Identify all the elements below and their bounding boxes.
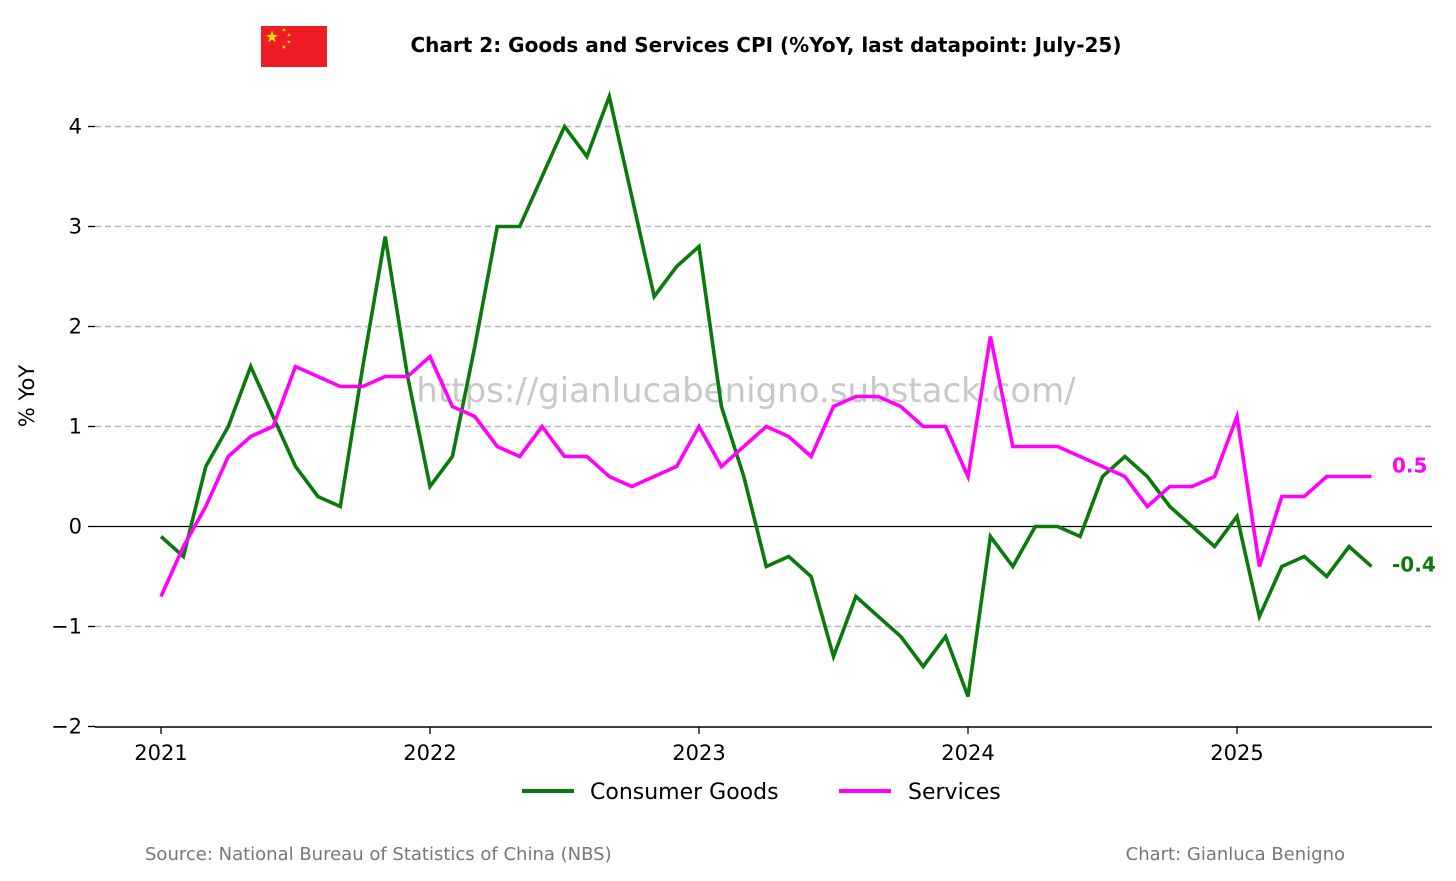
watermark: https://gianlucabenigno.substack.com/: [416, 371, 1076, 411]
chart-credit: Chart: Gianluca Benigno: [1126, 844, 1345, 865]
y-tick-label: 1: [69, 415, 82, 439]
end-labels: -0.4 0.5: [1392, 454, 1436, 577]
series-line-services: [159, 336, 1372, 598]
chart-title: Chart 2: Goods and Services CPI (%YoY, l…: [411, 33, 1122, 57]
legend-label: Services: [908, 780, 1001, 805]
grid-lines: [95, 125, 1432, 628]
end-label-consumer-goods: -0.4: [1392, 553, 1436, 577]
x-tick-label: 2024: [941, 741, 994, 765]
series-lines: [159, 90, 1373, 698]
source-note: Source: National Bureau of Statistics of…: [145, 844, 612, 865]
end-label-services: 0.5: [1392, 454, 1427, 478]
legend-label: Consumer Goods: [590, 780, 779, 805]
y-tick-label: 4: [69, 115, 82, 139]
series-line-consumer-goods: [159, 90, 1373, 698]
y-tick-label: −1: [51, 615, 82, 639]
y-tick-label: −2: [51, 715, 82, 739]
x-tick-label: 2021: [134, 741, 187, 765]
y-axis-ticks: −2 −1 0 1 2 3 4: [51, 115, 95, 739]
y-tick-label: 0: [69, 515, 82, 539]
x-tick-label: 2025: [1210, 741, 1263, 765]
x-tick-label: 2023: [672, 741, 725, 765]
x-tick-label: 2022: [403, 741, 456, 765]
china-flag-icon: [261, 26, 327, 67]
x-axis-ticks: 2021 2022 2023 2024 2025: [134, 727, 1264, 765]
y-tick-label: 3: [69, 215, 82, 239]
y-tick-label: 2: [69, 315, 82, 339]
legend: Consumer Goods Services: [522, 780, 1001, 805]
y-axis-label: % YoY: [15, 365, 39, 428]
